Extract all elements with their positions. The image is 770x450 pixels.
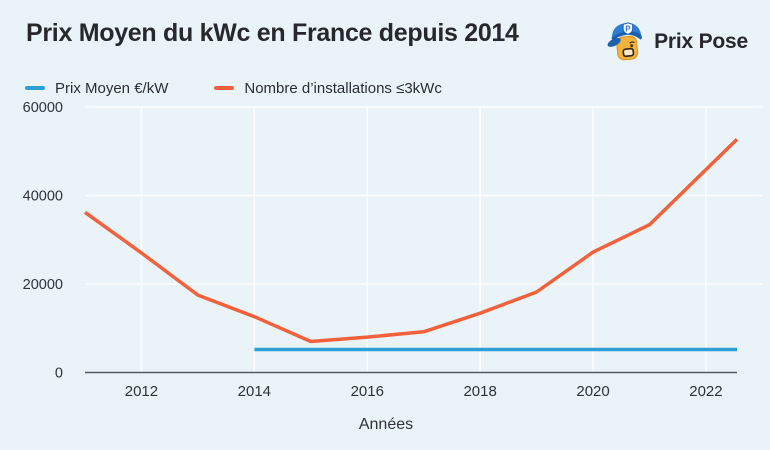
y-tick-label: 60000 — [23, 100, 63, 116]
legend-label-prix-moyen: Prix Moyen €/kW — [55, 79, 169, 97]
x-tick-label: 2016 — [351, 383, 384, 400]
x-tick-label: 2014 — [238, 383, 271, 400]
header: Prix Moyen du kWc en France depuis 2014 … — [0, 0, 770, 64]
legend-marker-installations-icon — [214, 86, 235, 90]
x-tick-label: 2012 — [125, 383, 158, 400]
brand-badge-letter: P — [625, 25, 631, 34]
legend-item-prix-moyen[interactable]: Prix Moyen €/kW — [25, 80, 168, 97]
brand-name: Prix Pose — [654, 29, 748, 53]
chart-plot-area: 0 20000 40000 60000 2012 2014 2016 2018 2020 2022… — [23, 100, 763, 433]
x-tick-label: 2018 — [463, 383, 496, 400]
legend-marker-prix-moyen-icon — [25, 86, 45, 90]
legend-item-installations[interactable]: Nombre d’installations ≤3kWc — [214, 79, 442, 97]
y-tick-label: 0 — [55, 366, 63, 382]
brand-mascot-icon: P — [607, 22, 642, 61]
brand-logo: P Prix Pose — [607, 19, 748, 64]
chart-title: Prix Moyen du kWc en France depuis 2014 — [26, 19, 519, 47]
y-tick-label: 20000 — [23, 277, 63, 293]
x-tick-label: 2020 — [576, 383, 609, 400]
legend-label-installations: Nombre d’installations ≤3kWc — [244, 79, 442, 97]
x-tick-label: 2022 — [689, 383, 722, 400]
chart-legend: Prix Moyen €/kW Nombre d’installations ≤… — [0, 78, 770, 98]
series-line-installations[interactable] — [83, 138, 739, 344]
x-axis-title: Années — [359, 416, 413, 433]
y-tick-label: 40000 — [23, 189, 63, 205]
